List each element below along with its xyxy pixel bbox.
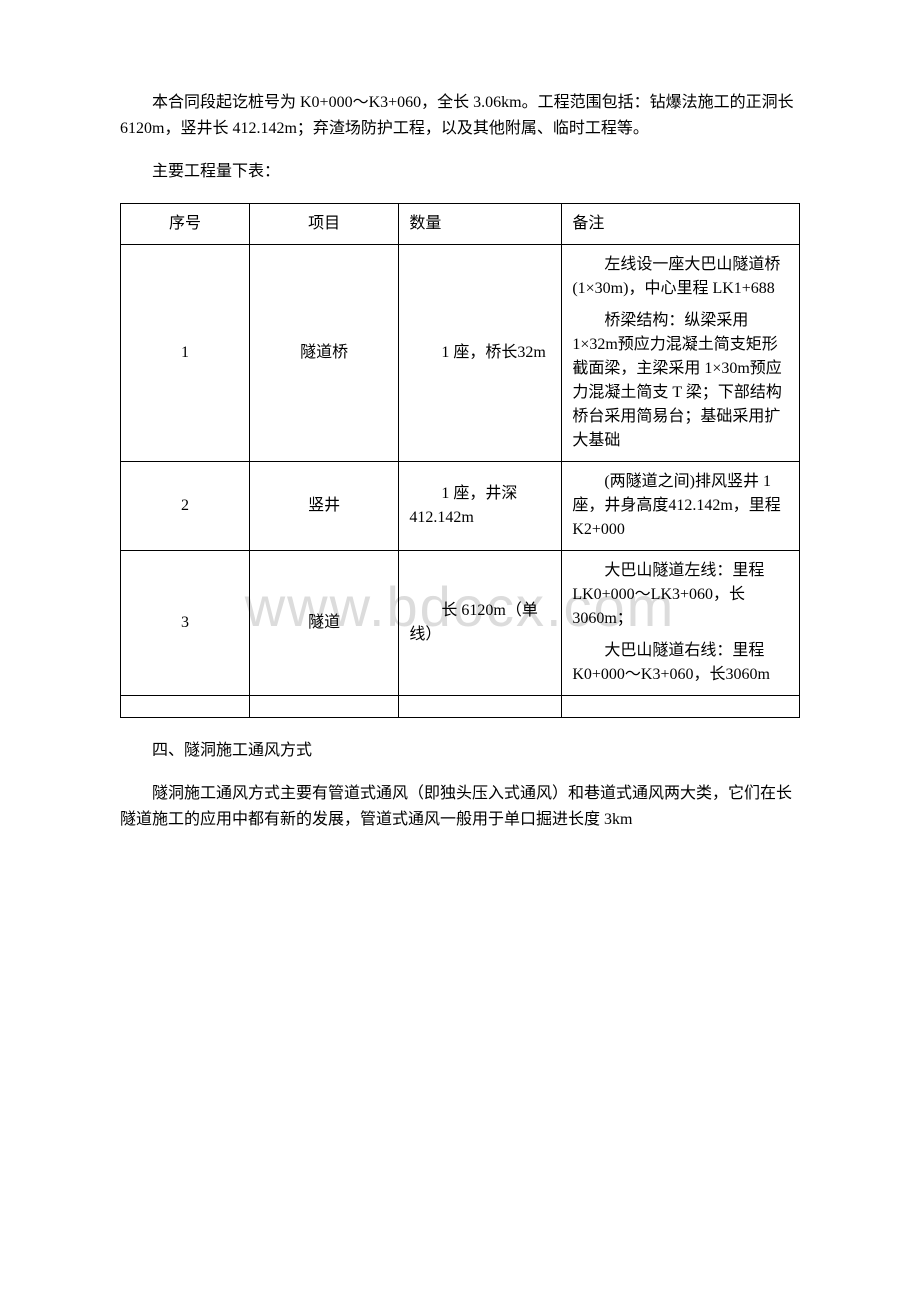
page-content: 本合同段起讫桩号为 K0+000～K3+060，全长 3.06km。工程范围包括… <box>120 90 800 833</box>
header-qty: 数量 <box>399 203 562 244</box>
table-row: 3 隧道 长 6120m（单线） 大巴山隧道左线：里程LK0+000～LK3+0… <box>121 550 800 695</box>
cell-note: (两隧道之间)排风竖井 1 座，井身高度412.142m，里程K2+000 <box>562 461 800 550</box>
intro-paragraph: 本合同段起讫桩号为 K0+000～K3+060，全长 3.06km。工程范围包括… <box>120 90 800 141</box>
header-item: 项目 <box>250 203 399 244</box>
table-header-row: 序号 项目 数量 备注 <box>121 203 800 244</box>
closing-paragraph: 隧洞施工通风方式主要有管道式通风（即独头压入式通风）和巷道式通风两大类，它们在长… <box>120 781 800 832</box>
empty-cell <box>562 695 800 717</box>
empty-cell <box>121 695 250 717</box>
cell-item: 隧道 <box>250 550 399 695</box>
section-heading: 四、隧洞施工通风方式 <box>120 738 800 764</box>
note-text: 大巴山隧道左线：里程LK0+000～LK3+060，长3060m； <box>572 559 789 631</box>
empty-cell <box>399 695 562 717</box>
cell-seq: 1 <box>121 244 250 461</box>
note-text: 左线设一座大巴山隧道桥(1×30m)，中心里程 LK1+688 <box>572 253 789 301</box>
cell-qty: 长 6120m（单线） <box>399 550 562 695</box>
note-text: 大巴山隧道右线：里程K0+000～K3+060，长3060m <box>572 639 789 687</box>
cell-qty: 1 座，井深412.142m <box>399 461 562 550</box>
table-caption: 主要工程量下表： <box>120 159 800 185</box>
quantities-table: 序号 项目 数量 备注 1 隧道桥 1 座，桥长32m 左线设一座大巴山隧道桥(… <box>120 203 800 718</box>
note-text: (两隧道之间)排风竖井 1 座，井身高度412.142m，里程K2+000 <box>572 470 789 542</box>
header-seq: 序号 <box>121 203 250 244</box>
cell-seq: 3 <box>121 550 250 695</box>
qty-text: 1 座，井深412.142m <box>409 482 551 530</box>
table-row: 1 隧道桥 1 座，桥长32m 左线设一座大巴山隧道桥(1×30m)，中心里程 … <box>121 244 800 461</box>
qty-text: 长 6120m（单线） <box>409 599 551 647</box>
header-note: 备注 <box>562 203 800 244</box>
cell-item: 竖井 <box>250 461 399 550</box>
cell-note: 左线设一座大巴山隧道桥(1×30m)，中心里程 LK1+688 桥梁结构：纵梁采… <box>562 244 800 461</box>
cell-item: 隧道桥 <box>250 244 399 461</box>
qty-text: 1 座，桥长32m <box>409 341 551 365</box>
cell-qty: 1 座，桥长32m <box>399 244 562 461</box>
table-row: 2 竖井 1 座，井深412.142m (两隧道之间)排风竖井 1 座，井身高度… <box>121 461 800 550</box>
cell-seq: 2 <box>121 461 250 550</box>
cell-note: 大巴山隧道左线：里程LK0+000～LK3+060，长3060m； 大巴山隧道右… <box>562 550 800 695</box>
empty-cell <box>250 695 399 717</box>
note-text: 桥梁结构：纵梁采用 1×32m预应力混凝土简支矩形截面梁，主梁采用 1×30m预… <box>572 309 789 453</box>
table-empty-row <box>121 695 800 717</box>
